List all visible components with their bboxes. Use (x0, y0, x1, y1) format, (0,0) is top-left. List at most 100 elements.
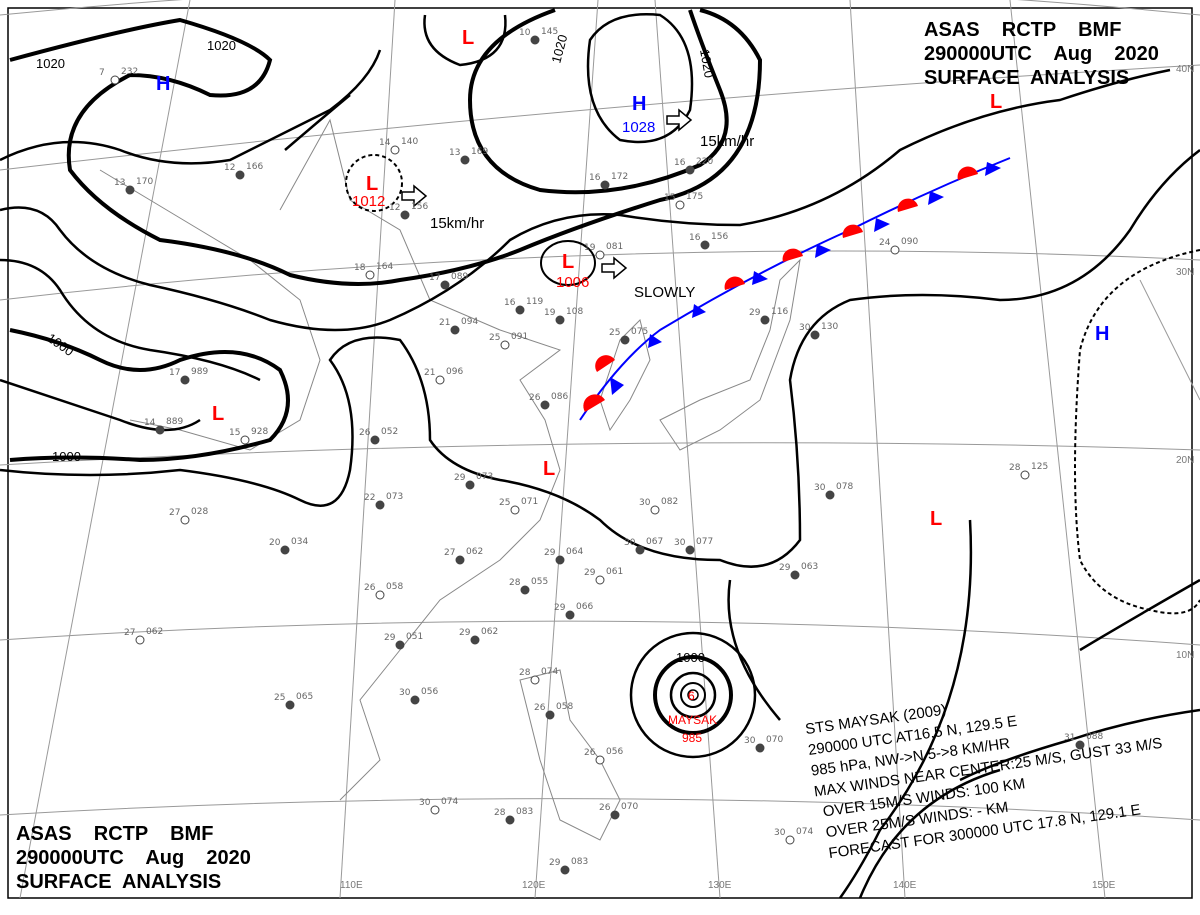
typhoon-symbol-icon: 6 (688, 689, 695, 703)
station-pressure: 119 (526, 297, 543, 307)
station-plot: 29 066 (554, 602, 593, 620)
station-plot: 27 062 (444, 547, 483, 565)
typhoon-name: MAYSAK (668, 713, 717, 727)
station-pressure: 066 (576, 602, 593, 612)
station-plot: 14 889 (144, 417, 183, 435)
station-circle-icon (400, 210, 410, 220)
station-temperature: 14 (379, 138, 391, 148)
station-circle-icon (650, 505, 660, 515)
station-temperature: 26 (584, 748, 596, 758)
station-temperature: 12 (389, 203, 400, 213)
station-circle-icon (540, 400, 550, 410)
stationary-front (579, 157, 1011, 421)
station-circle-icon (595, 250, 605, 260)
station-circle-icon (560, 865, 570, 875)
station-pressure: 108 (566, 307, 583, 317)
station-temperature: 15 (664, 193, 675, 203)
station-plot: 25 065 (274, 692, 313, 710)
station-plot: 15 928 (229, 427, 268, 445)
isobar-label: 1020 (36, 56, 65, 71)
station-plot: 7 232 (99, 67, 138, 85)
station-pressure: 051 (406, 632, 423, 642)
station-circle-icon (685, 545, 695, 555)
station-pressure: 058 (556, 702, 573, 712)
station-pressure: 081 (606, 242, 623, 252)
station-pressure: 083 (516, 807, 533, 817)
station-plot: 19 081 (584, 242, 623, 260)
header-top: ASAS RCTP BMF 290000UTC Aug 2020 SURFACE A… (924, 18, 1159, 90)
station-pressure: 028 (191, 507, 208, 517)
low-center-label: L (212, 403, 224, 425)
station-circle-icon (520, 585, 530, 595)
low-center-label: L (543, 458, 555, 480)
station-circle-icon (890, 245, 900, 255)
station-temperature: 30 (799, 323, 811, 333)
isobar-label: 1000 (52, 449, 81, 464)
station-circle-icon (395, 640, 405, 650)
header-bottom: ASAS RCTP BMF 290000UTC Aug 2020 SURFACE A… (16, 822, 251, 894)
low-center-label: L (562, 251, 574, 273)
station-temperature: 29 (584, 568, 596, 578)
station-circle-icon (430, 805, 440, 815)
isobar-label: 1000 (676, 650, 705, 665)
station-temperature: 28 (1009, 463, 1021, 473)
low-pressure-value: 1012 (352, 193, 385, 210)
station-plot: 13 170 (114, 177, 153, 195)
station-circle-icon (180, 515, 190, 525)
station-temperature: 16 (674, 158, 686, 168)
station-plot: 25 091 (489, 332, 528, 350)
high-center-label: H (632, 93, 646, 115)
station-plot: 29 083 (549, 857, 588, 875)
station-circle-icon (1020, 470, 1030, 480)
station-temperature: 30 (674, 538, 686, 548)
high-center-label: H (1095, 323, 1109, 345)
longitude-label: 150E (1092, 880, 1116, 891)
movement-speed-label: 15km/hr (430, 215, 484, 232)
station-temperature: 30 (774, 828, 786, 838)
station-temperature: 29 (544, 548, 556, 558)
station-circle-icon (440, 280, 450, 290)
station-plot: 28 083 (494, 807, 533, 825)
station-circle-icon (505, 815, 515, 825)
station-temperature: 29 (749, 308, 761, 318)
station-pressure: 172 (611, 172, 628, 182)
station-plot: 26 086 (529, 392, 568, 410)
station-pressure: 062 (481, 627, 498, 637)
station-plot: 28 074 (519, 667, 558, 685)
station-pressure: 156 (411, 202, 428, 212)
station-plot: 21 094 (439, 317, 478, 335)
low-center-label: L (990, 91, 1002, 113)
station-pressure: 094 (461, 317, 478, 327)
isobar-label: 1020 (207, 38, 236, 53)
low-center-label: L (366, 173, 378, 195)
station-pressure: 064 (566, 547, 583, 557)
station-circle-icon (755, 743, 765, 753)
isobar-label: 1000 (44, 330, 76, 359)
station-circle-icon (760, 315, 770, 325)
movement-speed-label: 15km/hr (700, 133, 754, 150)
longitude-label: 130E (708, 880, 732, 891)
station-temperature: 29 (384, 633, 396, 643)
station-circle-icon (685, 165, 695, 175)
isobar-label: 1020 (697, 48, 717, 79)
station-circle-icon (595, 575, 605, 585)
station-circle-icon (700, 240, 710, 250)
station-plot: 29 116 (749, 307, 788, 325)
station-pressure: 065 (296, 692, 313, 702)
latitude-label: 20N (1176, 455, 1194, 466)
station-circle-icon (555, 555, 565, 565)
header-title: SURFACE ANALYSIS (16, 871, 222, 893)
station-circle-icon (435, 375, 445, 385)
station-plot: 30 070 (744, 735, 783, 753)
station-temperature: 24 (879, 238, 891, 248)
station-temperature: 30 (399, 688, 411, 698)
longitude-label: 120E (522, 880, 546, 891)
station-circle-icon (555, 315, 565, 325)
station-pressure: 063 (801, 562, 818, 572)
station-plot: 14 140 (379, 137, 418, 155)
station-circle-icon (465, 480, 475, 490)
station-circle-icon (240, 435, 250, 445)
isobar-label: 1020 (548, 33, 570, 65)
station-pressure: 220 (696, 157, 713, 167)
station-plot: 17 089 (429, 272, 468, 290)
